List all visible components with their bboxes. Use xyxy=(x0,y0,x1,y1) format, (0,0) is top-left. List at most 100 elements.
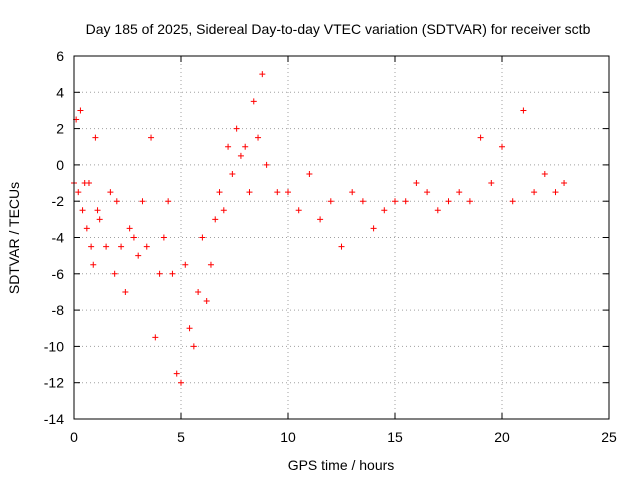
data-point xyxy=(392,198,398,205)
y-axis-label: SDTVAR / TECUs xyxy=(6,182,22,294)
data-point xyxy=(552,189,559,196)
data-point xyxy=(88,243,95,250)
data-point xyxy=(370,225,377,232)
data-point xyxy=(186,325,193,332)
data-point xyxy=(212,216,219,223)
data-point xyxy=(111,270,118,277)
y-tick-label: 0 xyxy=(56,157,64,173)
data-point xyxy=(103,243,110,250)
data-point xyxy=(118,243,125,250)
data-point xyxy=(148,134,155,141)
data-point xyxy=(255,134,262,141)
x-tick-label: 0 xyxy=(70,429,78,445)
data-point xyxy=(237,152,244,159)
data-point xyxy=(456,189,463,196)
data-point xyxy=(259,71,266,78)
y-axis-tick-labels: -14 -12 -10 -8 -6 -4 -2 0 2 4 6 xyxy=(44,48,64,427)
x-tick-label: 15 xyxy=(387,429,403,445)
data-point xyxy=(220,207,227,214)
data-point xyxy=(156,270,163,277)
y-tick-label: 6 xyxy=(56,48,64,64)
data-point xyxy=(242,143,249,150)
data-point xyxy=(338,243,345,250)
data-point xyxy=(466,198,473,205)
data-point xyxy=(225,143,232,150)
data-point xyxy=(402,198,409,205)
data-point xyxy=(96,216,103,223)
data-point xyxy=(107,189,114,196)
data-point xyxy=(122,288,129,295)
data-point xyxy=(75,189,82,196)
data-point xyxy=(143,243,150,250)
data-point xyxy=(165,198,172,205)
y-tick-label: -8 xyxy=(52,302,65,318)
data-point xyxy=(274,189,281,196)
grid-lines xyxy=(74,56,609,419)
data-point xyxy=(77,107,84,114)
y-tick-label: -14 xyxy=(44,411,64,427)
x-tick-label: 10 xyxy=(280,429,296,445)
data-point xyxy=(190,343,197,350)
data-point xyxy=(90,261,97,268)
x-tick-label: 25 xyxy=(601,429,617,445)
y-tick-label: -6 xyxy=(52,266,65,282)
data-point xyxy=(477,134,484,141)
data-point xyxy=(327,198,334,205)
data-point xyxy=(94,207,101,214)
data-point xyxy=(233,125,240,132)
data-point xyxy=(295,207,302,214)
data-point xyxy=(509,198,516,205)
data-point xyxy=(541,170,548,177)
data-point xyxy=(381,207,388,214)
data-point xyxy=(135,252,142,259)
data-point xyxy=(434,207,441,214)
data-point xyxy=(359,198,366,205)
axis-ticks xyxy=(73,55,610,420)
data-point xyxy=(413,180,420,187)
data-point xyxy=(203,298,210,305)
x-tick-label: 5 xyxy=(177,429,185,445)
data-point xyxy=(169,270,176,277)
chart-title: Day 185 of 2025, Sidereal Day-to-day VTE… xyxy=(86,21,591,37)
data-point xyxy=(199,234,206,241)
data-point xyxy=(520,107,527,114)
data-point xyxy=(160,234,167,241)
data-point xyxy=(246,189,253,196)
data-point xyxy=(139,198,146,205)
data-points xyxy=(71,71,568,386)
data-point xyxy=(488,180,495,187)
data-point xyxy=(317,216,324,223)
y-tick-label: -10 xyxy=(44,338,64,354)
data-point xyxy=(445,198,452,205)
y-tick-label: 2 xyxy=(56,121,64,137)
data-point xyxy=(531,189,538,196)
data-point xyxy=(216,189,223,196)
data-point xyxy=(207,261,214,268)
x-axis-label: GPS time / hours xyxy=(288,457,395,473)
data-point xyxy=(79,207,86,214)
data-point xyxy=(126,225,133,232)
data-point xyxy=(263,161,270,168)
data-point xyxy=(499,143,505,150)
data-point xyxy=(561,180,568,187)
data-point xyxy=(424,189,431,196)
data-point xyxy=(83,225,90,232)
data-point xyxy=(92,134,99,141)
data-point xyxy=(306,170,313,177)
data-point xyxy=(182,261,189,268)
data-point xyxy=(195,288,202,295)
y-tick-label: -4 xyxy=(52,230,65,246)
y-tick-label: -2 xyxy=(52,193,65,209)
y-tick-label: -12 xyxy=(44,375,64,391)
data-point xyxy=(178,379,184,386)
data-point xyxy=(229,170,236,177)
y-tick-label: 4 xyxy=(56,84,64,100)
data-point xyxy=(349,189,356,196)
data-point xyxy=(173,370,180,377)
data-point xyxy=(113,198,120,205)
data-point xyxy=(250,98,257,105)
data-point xyxy=(130,234,137,241)
data-point xyxy=(152,334,159,341)
